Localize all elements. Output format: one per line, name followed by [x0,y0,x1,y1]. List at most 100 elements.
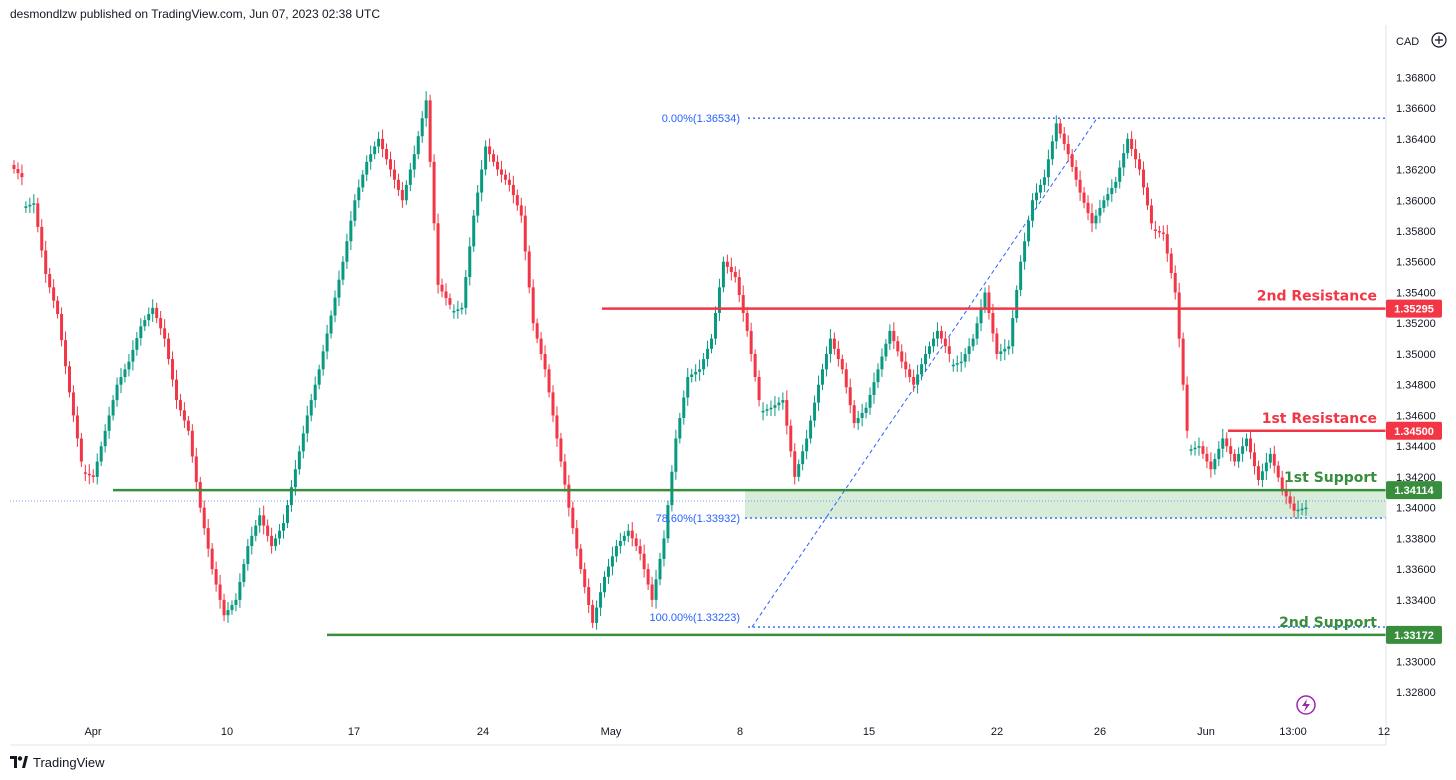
candle-body [1181,338,1185,385]
candle-body [341,261,345,280]
candle-body [1070,154,1074,167]
candle-body [884,343,888,357]
candle-body [464,277,468,308]
price-tick-label: 1.33400 [1396,595,1436,607]
price-axis[interactable]: 1.36800 1.36600 1.36400 1.36200 1.36000 1.358… [1396,72,1436,699]
candle-body [733,271,737,278]
candle-body [579,548,583,570]
candle-body [924,353,928,365]
candle-body [174,379,178,401]
fib-label: 100.00%(1.33223) [649,612,740,624]
candle-body [686,377,690,398]
candle-body [626,530,630,536]
candle-body [424,100,428,119]
candle-body [1233,453,1237,462]
candle-body [765,409,769,411]
candle-body [963,353,967,362]
candle-body [186,420,190,431]
candle-body [860,412,864,419]
candle-body [238,581,242,600]
candle-body [230,605,234,611]
candle-body [840,359,844,370]
candle-body [400,190,404,201]
candle-body [1193,447,1197,450]
candle-body [729,266,733,272]
time-tick-label: 8 [737,726,743,738]
price-tag-label: 1.33172 [1394,630,1434,642]
candle-body [797,464,801,477]
candle-body [460,307,464,310]
candle-body [836,348,840,360]
candle-body [717,287,721,313]
candle-body [1153,229,1157,231]
candle-body [210,548,214,570]
settings-icon[interactable] [1431,32,1447,48]
candle-body [297,451,301,470]
candle-body [488,146,492,155]
candle-body [262,515,266,526]
candle-body [1094,215,1098,224]
candle-body [1062,133,1066,144]
candle-body [151,307,155,314]
candle-body [1145,187,1149,206]
candle-body [999,351,1003,354]
candle-body [333,297,337,316]
time-tick-label: 22 [991,726,1003,738]
candle-body [1054,123,1058,142]
candle-body [1249,438,1253,453]
price-tick-label: 1.34200 [1396,472,1436,484]
candle-body [702,359,706,370]
candle-body [48,274,52,288]
candle-body [353,200,357,221]
candle-body [947,346,951,354]
candle-body [991,312,995,334]
candles [12,91,1308,630]
candle-body [1280,477,1284,490]
candle-body [1260,471,1264,480]
candle-body [844,369,848,388]
candle-body [1122,153,1126,168]
candle-body [916,374,920,385]
candle-body [87,473,91,476]
price-tick-label: 1.32800 [1396,687,1436,699]
candle-body [943,338,947,347]
candle-body [1027,220,1031,242]
candle-body [789,425,793,452]
candle-body [56,300,60,314]
candle-body [959,361,963,364]
candle-body [832,338,836,349]
candle-body [313,384,317,401]
candle-body [1082,192,1086,203]
lightning-icon[interactable] [1296,695,1316,715]
tradingview-brand: TradingView [33,754,105,770]
candle-body [416,136,420,155]
candle-body [1300,508,1304,511]
candle-body [484,146,488,170]
candle-body [634,538,638,547]
candle-body [1284,489,1288,497]
candle-body [270,535,274,547]
candle-body [1126,138,1130,154]
candle-body [527,251,531,288]
candle-body [896,341,900,352]
candle-body [258,515,262,526]
candle-body [396,179,400,191]
candle-body [428,100,432,162]
candle-body [1110,187,1114,195]
candle-body [614,546,618,557]
candle-body [1007,346,1011,349]
candle-body [182,410,186,421]
candle-body [456,309,460,311]
candle-body [531,287,535,324]
candle-body [674,438,678,472]
candle-body [595,607,599,623]
candle-body [813,402,817,421]
time-axis[interactable]: Apr 10 17 24 May 8 15 22 26 Jun 13:00 12 [84,726,1390,738]
level-label: 2nd Resistance [1257,289,1377,305]
candle-body [603,576,607,593]
candle-body [250,535,254,547]
candle-body [1074,166,1078,180]
candle-body [1225,438,1229,447]
candle-body [987,292,991,313]
